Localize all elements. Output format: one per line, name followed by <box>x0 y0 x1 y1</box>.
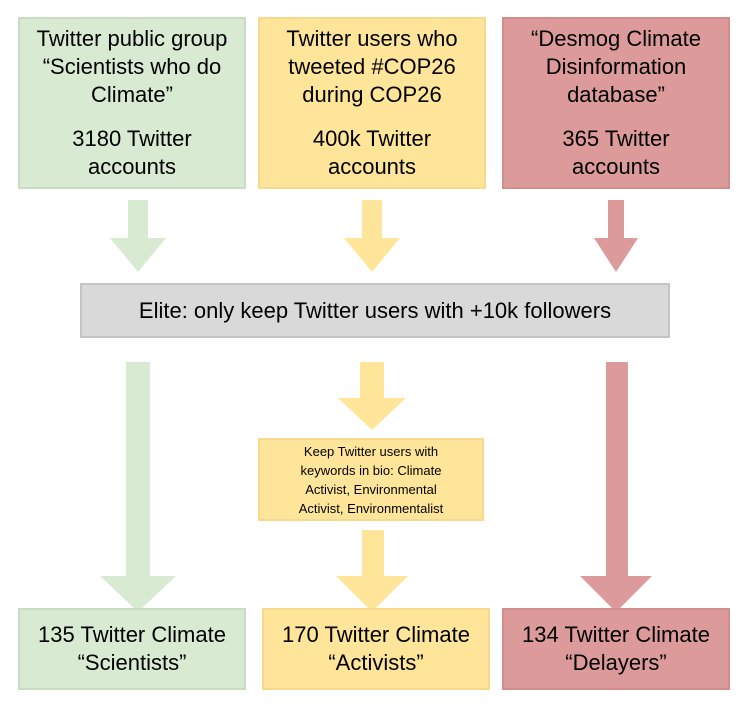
arrow-activists-top <box>344 200 400 272</box>
result-activists-label: 170 Twitter Climate “Activists” <box>282 622 470 675</box>
result-delayers-box: 134 Twitter Climate “Delayers” <box>502 608 730 690</box>
source-scientists-count: 3180 Twitter accounts <box>72 126 192 179</box>
keyword-filter-text: Keep Twitter users with keywords in bio:… <box>298 443 444 516</box>
arrow-delayers-top <box>594 200 638 272</box>
result-delayers-label: 134 Twitter Climate “Delayers” <box>522 622 710 675</box>
source-activists-count: 400k Twitter accounts <box>312 126 432 179</box>
source-delayers-title: “Desmog Climate Disinformation database” <box>531 26 701 107</box>
source-delayers-box: “Desmog Climate Disinformation database”… <box>502 17 730 189</box>
arrow-scientists-bottom <box>100 362 176 612</box>
source-scientists-title: Twitter public group “Scientists who do … <box>36 26 228 107</box>
result-scientists-label: 135 Twitter Climate “Scientists” <box>38 622 226 675</box>
keyword-filter-box: Keep Twitter users with keywords in bio:… <box>258 438 484 521</box>
source-scientists-box: Twitter public group “Scientists who do … <box>18 17 246 189</box>
result-scientists-box: 135 Twitter Climate “Scientists” <box>18 608 246 690</box>
source-activists-box: Twitter users who tweeted #COP26 during … <box>258 17 486 189</box>
arrow-activists-bottom <box>336 530 408 612</box>
arrow-scientists-top <box>110 200 166 272</box>
source-delayers-count: 365 Twitter accounts <box>562 126 670 179</box>
elite-filter-box: Elite: only keep Twitter users with +10k… <box>80 283 670 338</box>
result-activists-box: 170 Twitter Climate “Activists” <box>262 608 490 690</box>
source-activists-title: Twitter users who tweeted #COP26 during … <box>286 26 458 107</box>
arrow-delayers-bottom <box>580 362 652 612</box>
elite-filter-label: Elite: only keep Twitter users with +10k… <box>138 297 612 323</box>
arrow-activists-mid <box>338 362 406 430</box>
